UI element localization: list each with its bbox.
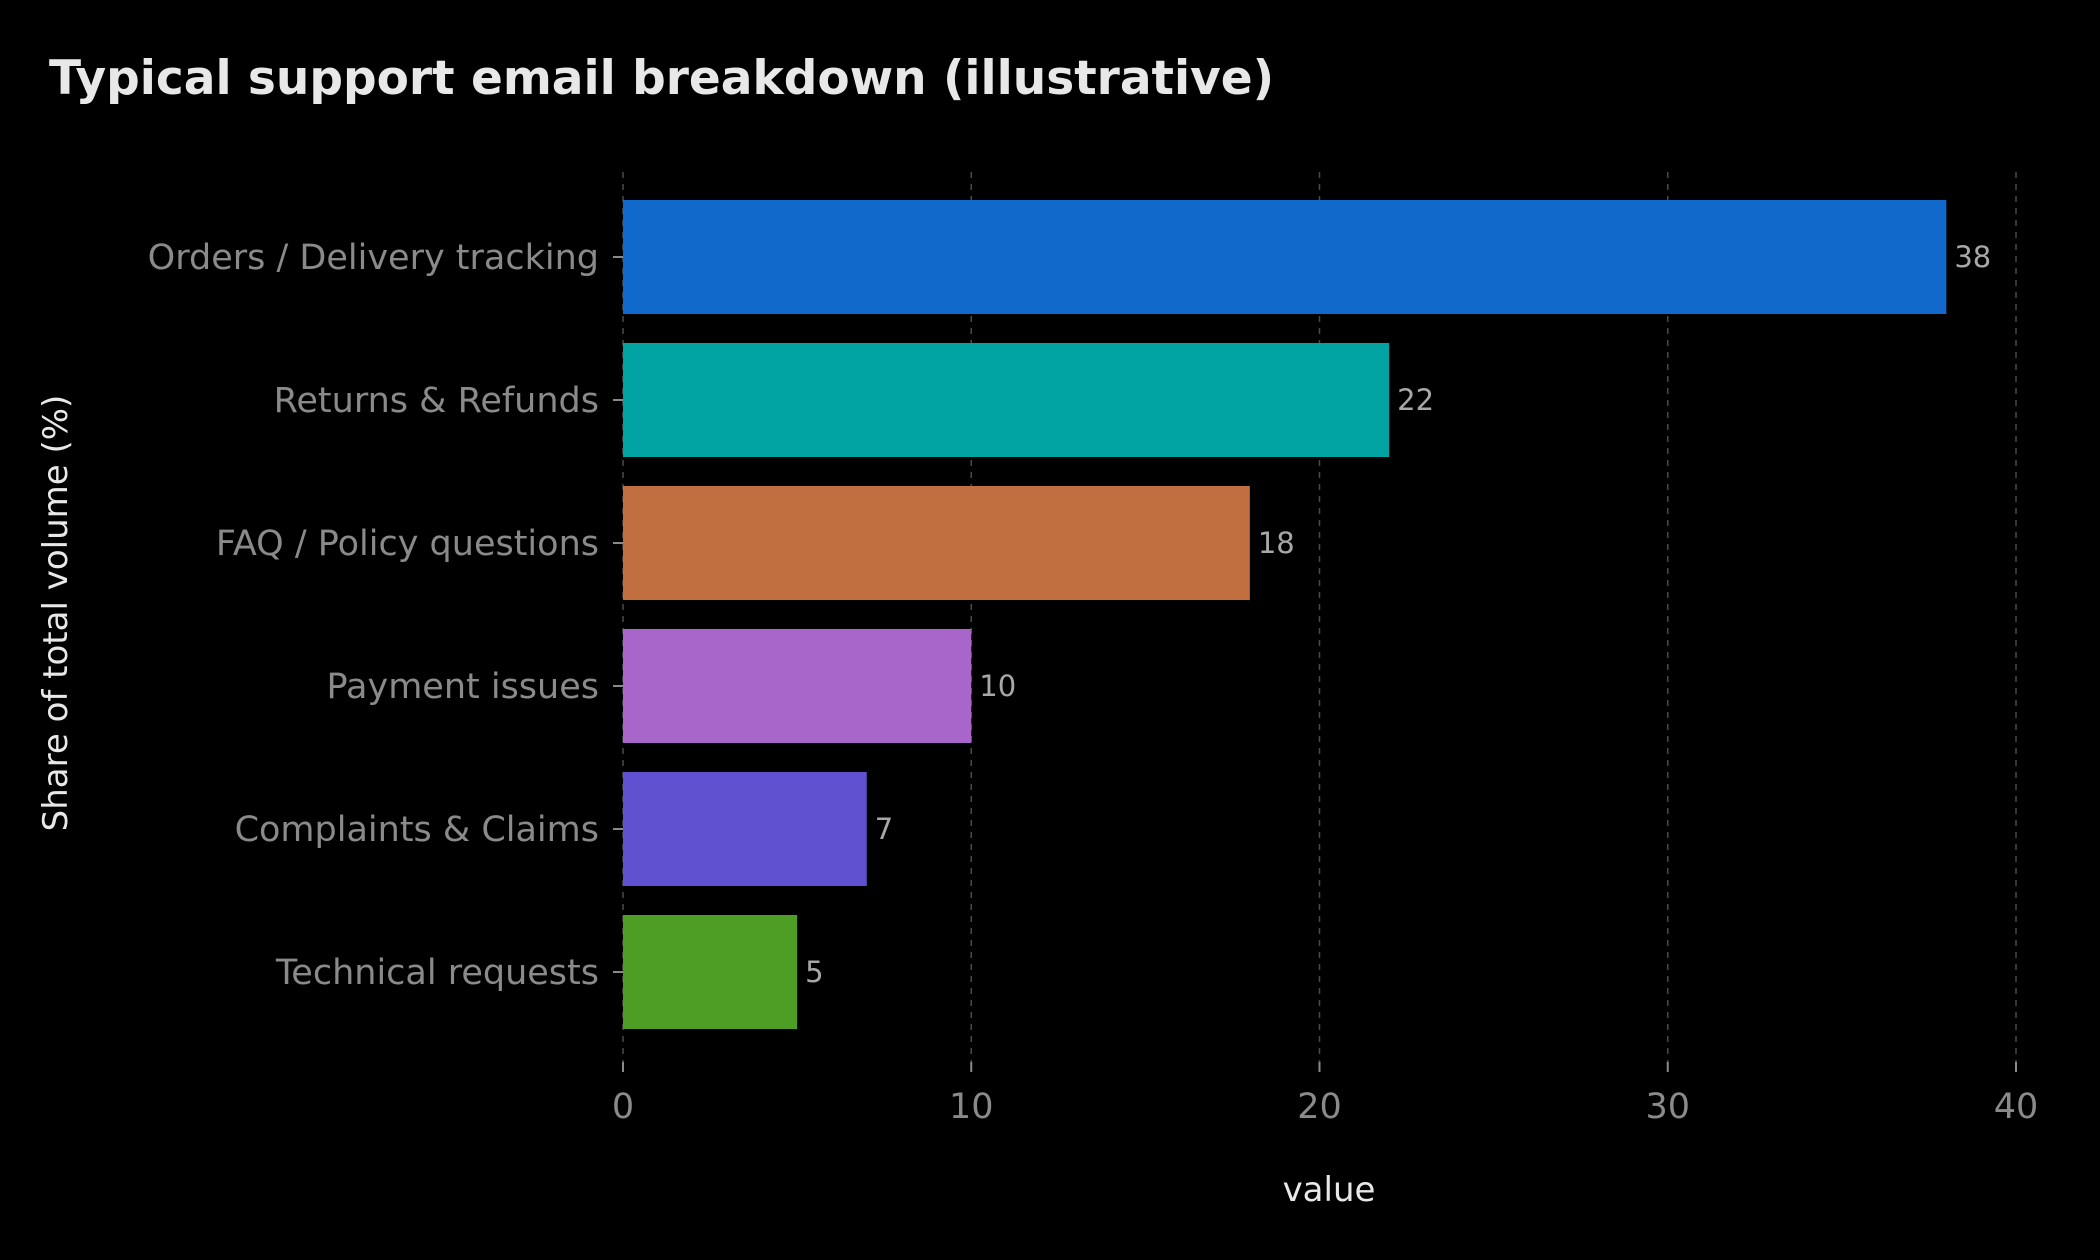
bar — [623, 772, 867, 886]
x-tick-label: 20 — [1297, 1087, 1342, 1127]
x-axis-title: value — [1283, 1170, 1376, 1210]
grid-lines — [622, 172, 2017, 1062]
category-label: Complaints & Claims — [235, 810, 599, 850]
category-label: Orders / Delivery tracking — [148, 238, 599, 278]
chart-title: Typical support email breakdown (illustr… — [49, 51, 1274, 106]
x-tick-label: 10 — [949, 1087, 994, 1127]
category-label: Technical requests — [275, 953, 599, 993]
x-tick-label: 0 — [612, 1087, 634, 1127]
category-label: FAQ / Policy questions — [216, 524, 599, 564]
category-label: Returns & Refunds — [274, 381, 599, 421]
value-labels: 38 22 18 10 7 5 — [805, 240, 1991, 989]
bar — [623, 343, 1390, 457]
value-label: 22 — [1397, 383, 1434, 417]
x-axis-ticks: 0 10 20 30 40 — [612, 1062, 2038, 1127]
bar — [623, 486, 1250, 600]
value-label: 10 — [979, 669, 1016, 703]
value-label: 38 — [1954, 240, 1991, 274]
value-label: 18 — [1258, 526, 1295, 560]
value-label: 7 — [875, 812, 893, 846]
bar — [623, 629, 972, 743]
x-tick-label: 30 — [1645, 1087, 1690, 1127]
bars — [623, 200, 1947, 1029]
bar — [623, 200, 1947, 314]
category-labels: Orders / Delivery tracking Returns & Refu… — [148, 238, 623, 993]
bar — [623, 915, 798, 1029]
value-label: 5 — [805, 955, 823, 989]
y-axis-title: Share of total volume (%) — [36, 395, 76, 832]
x-tick-label: 40 — [1994, 1087, 2039, 1127]
category-label: Payment issues — [327, 667, 600, 707]
